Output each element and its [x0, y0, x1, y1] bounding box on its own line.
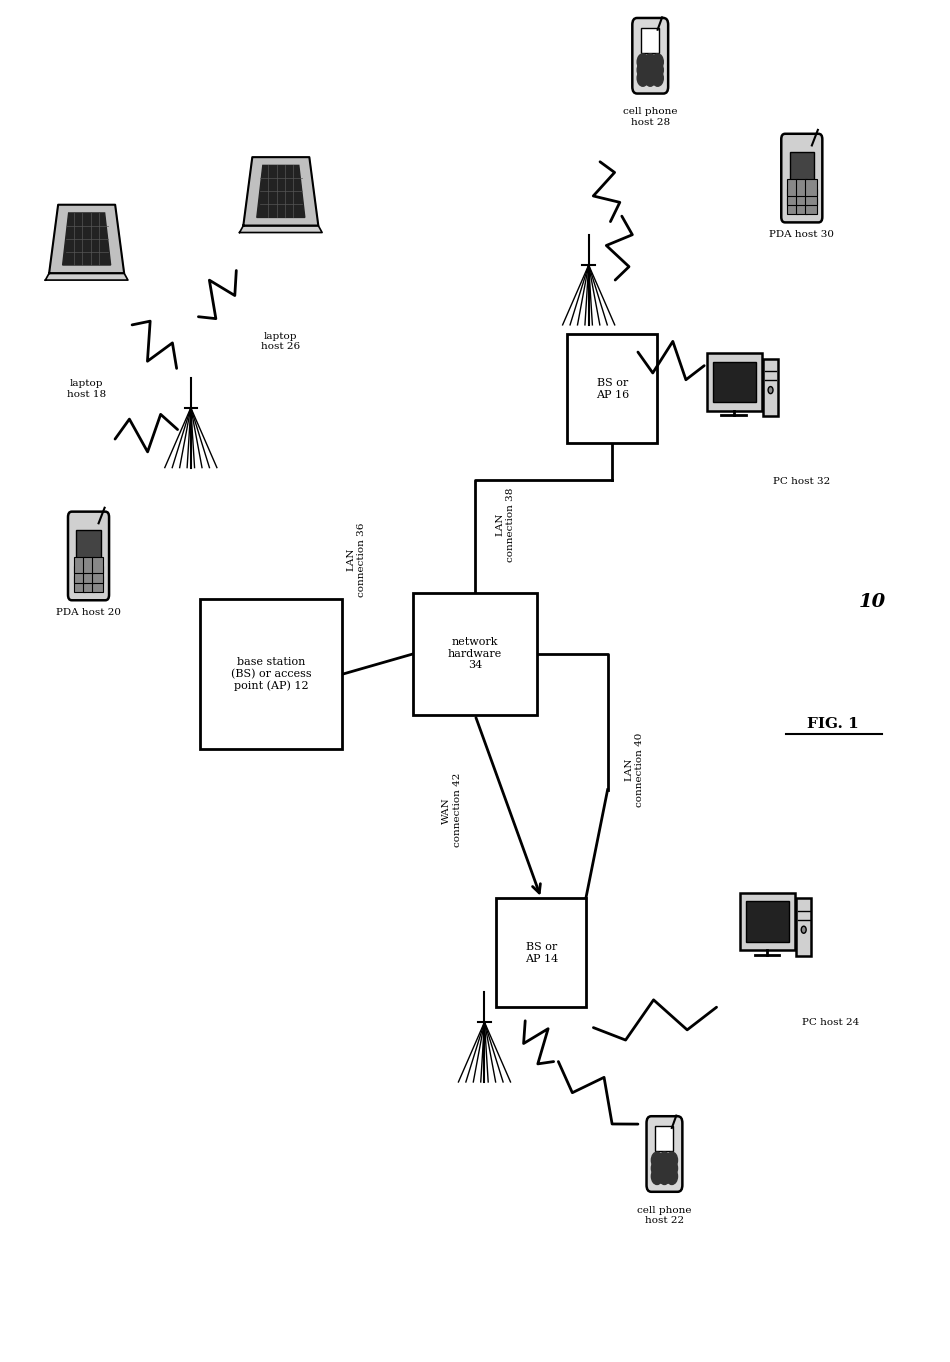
Circle shape — [644, 54, 655, 69]
Text: cell phone
host 22: cell phone host 22 — [637, 1205, 692, 1224]
Polygon shape — [243, 157, 318, 226]
Bar — [806, 197, 816, 214]
Bar — [496, 899, 586, 1008]
Circle shape — [637, 61, 649, 78]
Text: PDA host 20: PDA host 20 — [56, 607, 121, 617]
Bar — [806, 188, 816, 204]
Text: FIG. 1: FIG. 1 — [808, 718, 859, 731]
Text: network
hardware
34: network hardware 34 — [447, 637, 503, 670]
Bar — [746, 902, 789, 941]
Bar — [74, 576, 85, 592]
Text: LAN
connection 38: LAN connection 38 — [496, 488, 515, 563]
Bar — [656, 1126, 674, 1151]
Bar — [796, 197, 808, 214]
Polygon shape — [63, 212, 110, 266]
Bar — [83, 557, 94, 573]
Circle shape — [652, 1160, 663, 1177]
Bar — [763, 358, 778, 415]
Circle shape — [644, 69, 655, 86]
Text: LAN
connection 40: LAN connection 40 — [625, 733, 644, 806]
Circle shape — [637, 69, 649, 86]
Bar — [77, 530, 101, 568]
FancyBboxPatch shape — [781, 133, 823, 222]
Circle shape — [652, 1152, 663, 1169]
Text: PDA host 30: PDA host 30 — [770, 230, 834, 238]
Bar — [796, 188, 808, 204]
Circle shape — [769, 387, 773, 394]
FancyBboxPatch shape — [647, 1117, 682, 1192]
Bar — [707, 353, 762, 411]
Bar — [74, 557, 85, 573]
Text: BS or
AP 16: BS or AP 16 — [596, 379, 629, 399]
Text: PC host 32: PC host 32 — [773, 477, 830, 486]
Bar — [789, 153, 814, 189]
Polygon shape — [46, 274, 128, 281]
Bar — [74, 567, 85, 583]
Bar — [567, 335, 657, 443]
Circle shape — [658, 1169, 670, 1185]
Text: LAN
connection 36: LAN connection 36 — [347, 523, 367, 597]
FancyBboxPatch shape — [68, 512, 109, 601]
Bar — [641, 27, 659, 53]
Bar — [92, 576, 104, 592]
FancyBboxPatch shape — [633, 18, 668, 94]
Bar — [712, 362, 756, 402]
Text: PC host 24: PC host 24 — [802, 1017, 859, 1027]
Text: laptop
host 18: laptop host 18 — [67, 379, 106, 399]
Text: BS or
AP 14: BS or AP 14 — [524, 943, 558, 964]
Text: laptop
host 26: laptop host 26 — [261, 332, 300, 351]
Text: base station
(BS) or access
point (AP) 12: base station (BS) or access point (AP) 1… — [231, 656, 312, 692]
Circle shape — [666, 1169, 677, 1185]
Circle shape — [652, 54, 663, 69]
Polygon shape — [239, 226, 322, 233]
Text: WAN
connection 42: WAN connection 42 — [443, 774, 462, 847]
Bar — [787, 180, 798, 196]
Bar — [413, 592, 537, 715]
Circle shape — [644, 61, 655, 78]
Circle shape — [801, 926, 807, 933]
Circle shape — [666, 1160, 677, 1177]
Bar — [806, 180, 816, 196]
Circle shape — [652, 61, 663, 78]
Bar — [796, 180, 808, 196]
Bar — [83, 567, 94, 583]
Polygon shape — [256, 165, 305, 218]
Bar — [787, 188, 798, 204]
Circle shape — [652, 69, 663, 86]
Text: 10: 10 — [859, 594, 886, 612]
Polygon shape — [49, 204, 124, 274]
Bar — [740, 893, 795, 951]
Circle shape — [652, 1169, 663, 1185]
Bar — [83, 576, 94, 592]
Circle shape — [637, 54, 649, 69]
Bar — [92, 557, 104, 573]
Bar — [796, 898, 810, 956]
Circle shape — [666, 1152, 677, 1169]
Bar — [200, 599, 342, 749]
Bar — [92, 567, 104, 583]
Bar — [787, 197, 798, 214]
Circle shape — [658, 1152, 670, 1169]
Circle shape — [658, 1160, 670, 1177]
Text: cell phone
host 28: cell phone host 28 — [623, 108, 677, 127]
